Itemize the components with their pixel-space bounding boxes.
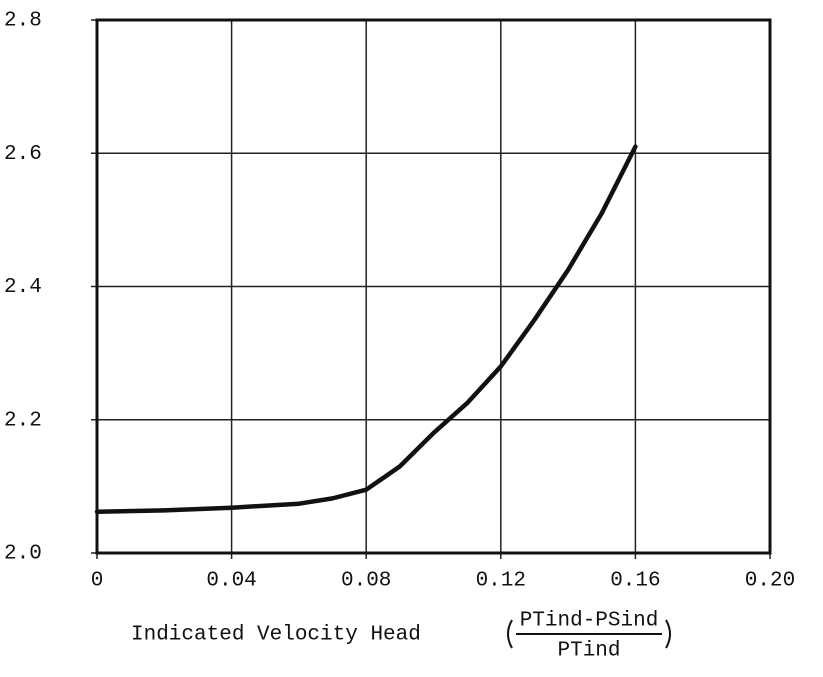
x-tick-label: 0.04 bbox=[206, 570, 256, 593]
data-line bbox=[94, 144, 638, 514]
x-axis-label-numerator: PTind-PSind bbox=[520, 610, 659, 633]
y-tick-label: 2.8 bbox=[4, 10, 42, 33]
y-tick-label: 2.2 bbox=[4, 409, 42, 432]
x-axis-label: Indicated Velocity Head bbox=[131, 624, 421, 647]
x-tick-label: 0.12 bbox=[476, 570, 526, 593]
paren-open bbox=[507, 619, 513, 649]
paren-close bbox=[665, 619, 671, 649]
y-tick-label: 2.4 bbox=[4, 276, 42, 299]
x-axis-label-denominator: PTind bbox=[557, 640, 620, 663]
y-tick-label: 2.0 bbox=[4, 543, 42, 566]
x-tick-label: 0.20 bbox=[745, 570, 795, 593]
x-tick-label: 0 bbox=[91, 570, 104, 593]
x-tick-label: 0.16 bbox=[610, 570, 660, 593]
x-tick-label: 0.08 bbox=[341, 570, 391, 593]
plot-frame bbox=[95, 18, 772, 555]
y-tick-label: 2.6 bbox=[4, 143, 42, 166]
